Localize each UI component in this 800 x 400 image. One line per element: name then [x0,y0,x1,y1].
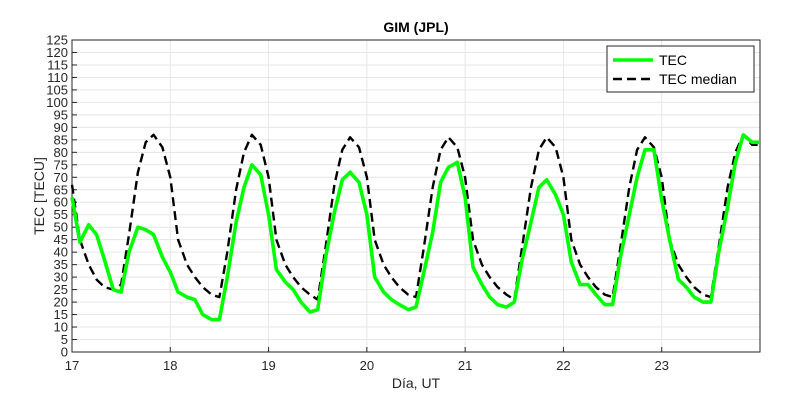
y-tick-label: 40 [54,245,68,260]
y-tick-label: 80 [54,145,68,160]
y-tick-label: 45 [54,232,68,247]
y-tick-label: 30 [54,270,68,285]
y-tick-label: 10 [54,320,68,335]
x-tick-label: 20 [360,358,374,373]
series-line-tec-median [70,133,760,301]
y-tick-label: 35 [54,257,68,272]
y-tick-label: 55 [54,207,68,222]
y-tick-label: 0 [61,345,68,360]
y-tick-label: 100 [46,95,68,110]
y-tick-label: 90 [54,120,68,135]
x-tick-label: 17 [65,358,79,373]
y-axis-ticks: 0510152025303540455055606570758085909510… [46,33,77,360]
legend-label-tec-median: TEC median [659,71,737,87]
y-tick-label: 95 [54,107,68,122]
series-line-tec [70,133,760,322]
y-tick-label: 25 [54,282,68,297]
x-tick-label: 18 [163,358,177,373]
y-axis-title: TEC [TECU] [31,157,47,235]
y-tick-label: 20 [54,295,68,310]
y-tick-label: 125 [46,33,68,48]
x-axis-title: Día, UT [392,375,441,391]
y-tick-label: 115 [47,57,68,72]
x-tick-label: 21 [458,358,472,373]
x-tick-label: 23 [654,358,668,373]
y-tick-label: 50 [54,220,68,235]
y-tick-label: 120 [46,45,68,60]
legend: TEC TEC median [606,45,755,93]
y-tick-label: 105 [46,82,68,97]
y-tick-label: 65 [54,182,68,197]
y-tick-label: 15 [54,307,68,322]
series-layer [70,133,760,322]
y-tick-label: 70 [54,170,68,185]
y-tick-label: 85 [54,132,68,147]
plot-area [71,39,761,353]
y-tick-label: 110 [47,70,68,85]
y-tick-label: 75 [54,157,68,172]
legend-box [606,45,755,93]
y-tick-label: 5 [61,332,68,347]
x-tick-label: 19 [261,358,275,373]
y-tick-label: 60 [54,195,68,210]
x-axis-ticks: 17 18 19 20 21 22 23 [65,347,669,373]
chart-title: GIM (JPL) [383,19,448,35]
x-tick-label: 22 [556,358,570,373]
legend-label-tec: TEC [659,52,687,68]
